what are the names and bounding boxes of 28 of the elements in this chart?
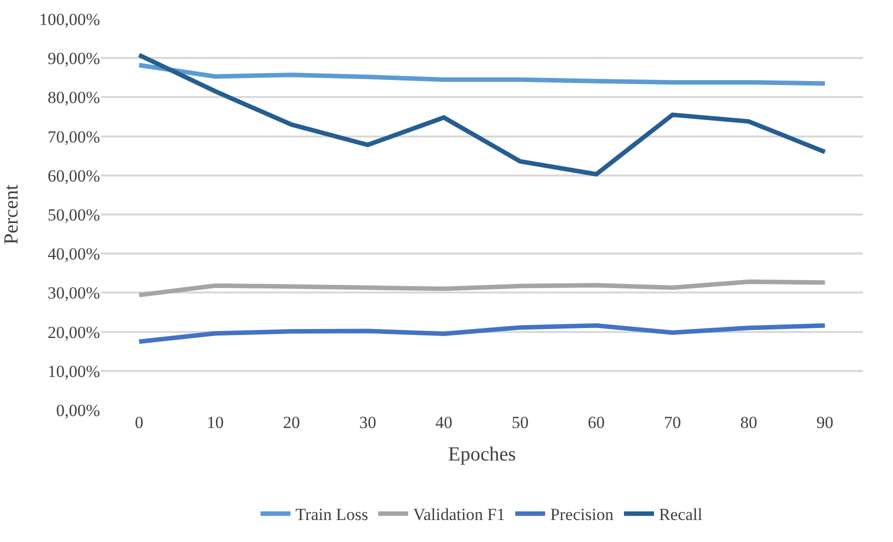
y-axis-title: Percent (0, 184, 23, 244)
x-tick-label: 50 (512, 413, 529, 432)
y-tick-label: 80,00% (48, 88, 100, 108)
x-tick-label: 80 (740, 413, 758, 432)
y-tick-label: 20,00% (48, 322, 100, 342)
x-tick-label: 40 (435, 413, 452, 432)
legend-label: Precision (550, 505, 614, 524)
y-tick-label: 60,00% (48, 166, 100, 186)
y-tick-label: 50,00% (48, 205, 100, 224)
x-tick-label: 0 (134, 413, 144, 432)
y-tick-label: 0,00% (56, 400, 100, 420)
y-tick-label: 40,00% (48, 244, 100, 264)
x-tick-label: 70 (664, 413, 681, 432)
legend-label: Recall (658, 505, 703, 524)
y-tick-label: 30,00% (48, 284, 100, 303)
x-axis-title: Epoches (448, 444, 516, 466)
x-tick-label: 10 (206, 413, 224, 432)
y-tick-label: 10,00% (48, 362, 100, 381)
x-tick-label: 90 (816, 413, 834, 432)
line-series (136, 52, 828, 176)
y-tick-label: 100,00% (39, 10, 100, 29)
x-tick-label: 30 (359, 413, 376, 432)
x-tick-label: 60 (588, 413, 605, 432)
x-tick-label: 20 (283, 413, 300, 432)
y-tick-label: 70,00% (48, 127, 100, 146)
legend-label: Validation F1 (413, 505, 506, 524)
legend-label: Train Loss (296, 505, 368, 524)
y-tick-label: 90,00% (48, 49, 100, 68)
